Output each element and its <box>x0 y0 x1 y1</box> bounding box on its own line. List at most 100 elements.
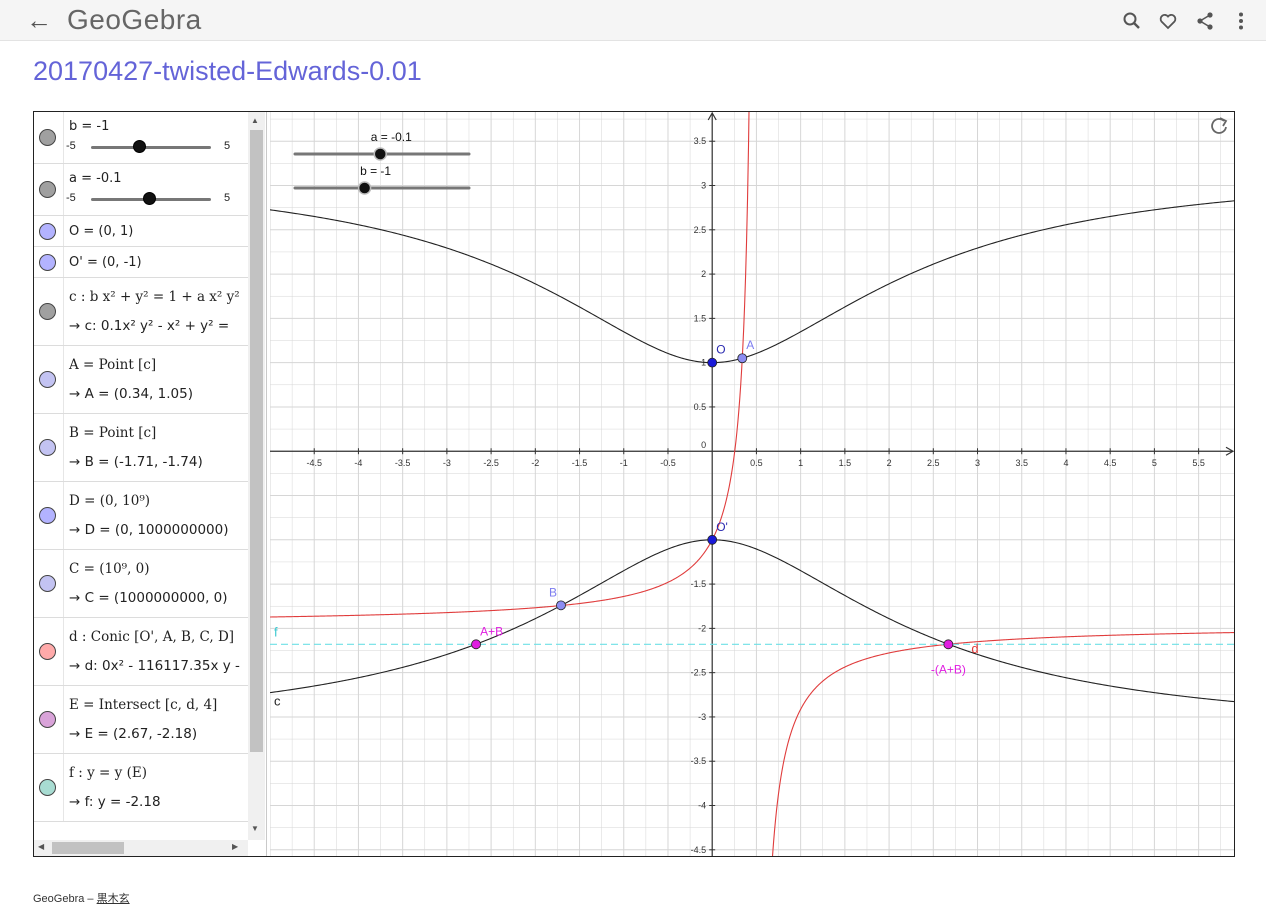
algebra-row[interactable]: B = Point [c] → B = (-1.71, -1.74) <box>34 414 248 482</box>
algebra-definition: f : y = y (E) <box>69 765 147 781</box>
point-o[interactable] <box>707 534 718 545</box>
footer-separator: – <box>84 893 97 905</box>
slider-handle[interactable] <box>132 140 146 153</box>
visibility-toggle-icon[interactable] <box>39 371 56 388</box>
algebra-row[interactable]: C = (10⁹, 0) → C = (1000000000, 0) <box>34 550 248 618</box>
graphics-slider-handle[interactable] <box>357 181 372 195</box>
visibility-toggle-icon[interactable] <box>39 575 56 592</box>
algebra-output: → c: 0.1x² y² - x² + y² = <box>69 318 230 334</box>
scroll-left-arrow-icon[interactable]: ◀ <box>38 842 45 851</box>
x-tick-label: -3.5 <box>395 458 411 468</box>
back-arrow-icon[interactable]: ← <box>26 5 52 35</box>
slider-max: 5 <box>224 192 231 204</box>
algebra-row[interactable]: d : Conic [O', A, B, C, D] → d: 0x² - 116… <box>34 618 248 686</box>
x-tick-label: -1.5 <box>572 458 588 468</box>
scrollbar-thumb[interactable] <box>250 130 263 752</box>
algebra-vertical-scrollbar[interactable]: ▲ ▼ <box>248 112 265 840</box>
x-tick-label: -2 <box>531 458 539 468</box>
y-tick-label: 0.5 <box>694 402 707 412</box>
algebra-view: b = -1 -5 5 a = -0.1 -5 5 O = (0, 1) O' = (0, -… <box>34 112 267 856</box>
scroll-down-arrow-icon[interactable]: ▼ <box>251 824 259 833</box>
visibility-toggle-icon[interactable] <box>39 779 56 796</box>
x-tick-label: -4.5 <box>306 458 322 468</box>
graphics-slider-label: a = -0.1 <box>371 130 412 144</box>
footer-author-link[interactable]: 黒木玄 <box>96 893 130 905</box>
point-label: O <box>716 343 725 357</box>
slider-track[interactable] <box>91 146 211 149</box>
algebra-row[interactable]: O' = (0, -1) <box>34 247 248 278</box>
x-tick-label: 1 <box>798 458 803 468</box>
point-ab[interactable] <box>471 639 481 650</box>
scroll-right-arrow-icon[interactable]: ▶ <box>232 842 239 851</box>
algebra-row-gutter <box>34 247 64 277</box>
algebra-row-gutter <box>34 754 64 821</box>
algebra-definition: d : Conic [O', A, B, C, D] <box>69 629 235 645</box>
search-icon[interactable] <box>1121 10 1143 32</box>
curve-c-upper[interactable] <box>269 200 1234 364</box>
visibility-toggle-icon[interactable] <box>39 711 56 728</box>
graphics-canvas[interactable]: -4.5 -4 -3.5 -3 -2.5 -2 -1.5 -1 -0.5 0.5 1 1.5 2 2.5 3… <box>269 112 1234 856</box>
slider[interactable]: -5 5 <box>66 140 249 156</box>
algebra-row[interactable]: E = Intersect [c, d, 4] → E = (2.67, -2.1… <box>34 686 248 754</box>
heart-icon[interactable] <box>1157 10 1179 32</box>
point-b[interactable] <box>556 600 566 611</box>
visibility-toggle-icon[interactable] <box>39 222 56 240</box>
algebra-row[interactable]: O = (0, 1) <box>34 216 248 247</box>
visibility-toggle-icon[interactable] <box>39 303 56 320</box>
visibility-toggle-icon[interactable] <box>39 439 56 456</box>
algebra-definition: E = Intersect [c, d, 4] <box>69 697 218 713</box>
conic-d-right-branch[interactable] <box>771 632 1234 856</box>
scroll-up-arrow-icon[interactable]: ▲ <box>251 116 259 125</box>
point-label: A <box>746 338 754 352</box>
algebra-row-gutter <box>34 414 64 481</box>
algebra-definition: c : b x² + y² = 1 + a x² y² <box>69 289 240 305</box>
algebra-row-gutter <box>34 278 64 345</box>
algebra-value: O = (0, 1) <box>69 223 134 239</box>
slider[interactable]: -5 5 <box>66 192 249 208</box>
y-tick-label: 3.5 <box>694 136 707 146</box>
x-tick-label: 4 <box>1063 458 1068 468</box>
scrollbar-thumb[interactable] <box>52 842 124 854</box>
point-label: -(A+B) <box>931 662 966 676</box>
x-tick-label: 3.5 <box>1015 458 1028 468</box>
conic-d-left-branch[interactable] <box>269 112 750 618</box>
point-ab[interactable] <box>943 639 954 650</box>
algebra-row[interactable]: b = -1 -5 5 <box>34 112 248 164</box>
algebra-row[interactable]: a = -0.1 -5 5 <box>34 164 248 216</box>
y-tick-label: -1.5 <box>691 579 707 589</box>
algebra-row-gutter <box>34 686 64 753</box>
algebra-horizontal-scrollbar[interactable]: ◀ ▶ <box>34 840 248 856</box>
point-o[interactable] <box>707 357 718 368</box>
visibility-toggle-icon[interactable] <box>39 129 56 146</box>
algebra-definition: A = Point [c] <box>69 357 157 373</box>
visibility-toggle-icon[interactable] <box>39 253 56 271</box>
slider-handle[interactable] <box>143 192 157 205</box>
algebra-row[interactable]: c : b x² + y² = 1 + a x² y² → c: 0.1x² y²… <box>34 278 248 346</box>
algebra-definition: B = Point [c] <box>69 425 157 441</box>
algebra-row[interactable]: A = Point [c] → A = (0.34, 1.05) <box>34 346 248 414</box>
geogebra-logo[interactable]: GeoGebra <box>67 4 202 35</box>
y-axis-arrow-icon <box>707 112 717 121</box>
refresh-icon[interactable] <box>1211 117 1228 134</box>
x-tick-label: 5.5 <box>1192 458 1205 468</box>
algebra-row[interactable]: f : y = y (E) → f: y = -2.18 <box>34 754 248 822</box>
share-icon[interactable] <box>1194 10 1216 32</box>
visibility-toggle-icon[interactable] <box>39 181 56 198</box>
more-vertical-icon[interactable] <box>1230 10 1252 32</box>
slider-label: a = -0.1 <box>69 171 122 186</box>
geogebra-applet: b = -1 -5 5 a = -0.1 -5 5 O = (0, 1) O' = (0, -… <box>33 111 1235 857</box>
visibility-toggle-icon[interactable] <box>39 643 56 660</box>
algebra-row[interactable]: D = (0, 10⁹) → D = (0, 1000000000) <box>34 482 248 550</box>
graphics-slider-handle[interactable] <box>373 147 388 161</box>
origin-label: 0 <box>701 440 706 450</box>
curve-c-lower[interactable] <box>269 539 1234 703</box>
graphics-view[interactable]: -4.5 -4 -3.5 -3 -2.5 -2 -1.5 -1 -0.5 0.5 1 1.5 2 2.5 3… <box>269 112 1234 856</box>
x-tick-label: 2 <box>887 458 892 468</box>
header-actions <box>1111 10 1252 32</box>
point-a[interactable] <box>737 353 748 364</box>
slider-max: 5 <box>224 140 231 152</box>
x-tick-label: -0.5 <box>660 458 676 468</box>
label-c: c <box>274 693 281 708</box>
visibility-toggle-icon[interactable] <box>39 507 56 524</box>
x-tick-label: 1.5 <box>839 458 852 468</box>
